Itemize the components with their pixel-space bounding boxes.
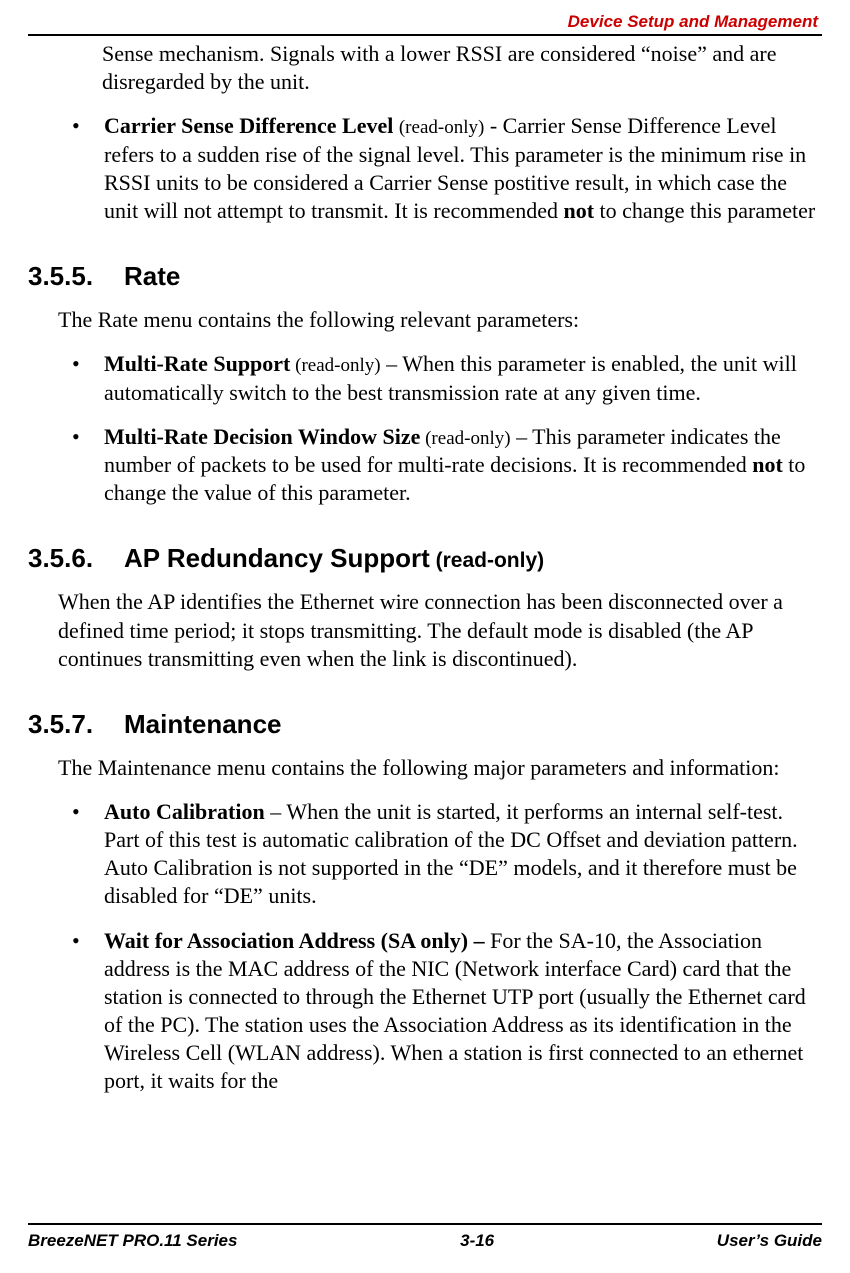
heading-number: 3.5.7. bbox=[28, 709, 124, 740]
section-paragraph: When the AP identifies the Ethernet wire… bbox=[58, 588, 816, 672]
list-item: Wait for Association Address (SA only) –… bbox=[68, 927, 816, 1096]
term: Carrier Sense Difference Level bbox=[104, 113, 393, 138]
footer-left: BreezeNET PRO.11 Series bbox=[28, 1231, 237, 1251]
term: Multi-Rate Support bbox=[104, 351, 290, 376]
readonly-tag: (read-only) bbox=[430, 549, 544, 572]
list-item: Auto Calibration – When the unit is star… bbox=[68, 798, 816, 911]
text: to change this parameter bbox=[594, 198, 815, 223]
page-footer: BreezeNET PRO.11 Series 3-16 User’s Guid… bbox=[28, 1231, 822, 1251]
section-intro: The Rate menu contains the following rel… bbox=[58, 306, 816, 334]
list-item: Multi-Rate Decision Window Size (read-on… bbox=[68, 423, 816, 508]
list-item: Carrier Sense Difference Level (read-onl… bbox=[68, 112, 816, 225]
heading-number: 3.5.6. bbox=[28, 543, 124, 574]
section-heading-rate: 3.5.5.Rate bbox=[28, 261, 822, 292]
not-emphasis: not bbox=[563, 198, 594, 223]
term: Multi-Rate Decision Window Size bbox=[104, 424, 420, 449]
section-heading-apred: 3.5.6.AP Redundancy Support (read-only) bbox=[28, 543, 822, 574]
readonly-tag: (read-only) bbox=[290, 355, 380, 376]
footer-right: User’s Guide bbox=[717, 1231, 822, 1251]
term: Auto Calibration bbox=[104, 799, 265, 824]
continuation-paragraph: Sense mechanism. Signals with a lower RS… bbox=[102, 40, 816, 96]
header-rule bbox=[28, 34, 822, 36]
content-area: Sense mechanism. Signals with a lower RS… bbox=[28, 40, 822, 1213]
heading-number: 3.5.5. bbox=[28, 261, 124, 292]
separator: - bbox=[484, 113, 502, 138]
footer-rule bbox=[28, 1223, 822, 1225]
bullet-list-carrier: Carrier Sense Difference Level (read-onl… bbox=[68, 112, 816, 225]
page-header: Device Setup and Management bbox=[568, 12, 818, 32]
heading-title: Maintenance bbox=[124, 709, 282, 739]
bullet-list-maintenance: Auto Calibration – When the unit is star… bbox=[68, 798, 816, 1096]
section-intro: The Maintenance menu contains the follow… bbox=[58, 754, 816, 782]
footer-center: 3-16 bbox=[237, 1231, 716, 1251]
list-item: Multi-Rate Support (read-only) – When th… bbox=[68, 350, 816, 406]
heading-title: Rate bbox=[124, 261, 180, 291]
term: Wait for Association Address (SA only) – bbox=[104, 928, 490, 953]
bullet-list-rate: Multi-Rate Support (read-only) – When th… bbox=[68, 350, 816, 507]
not-emphasis: not bbox=[752, 452, 783, 477]
readonly-tag: (read-only) bbox=[420, 428, 510, 449]
heading-title: AP Redundancy Support bbox=[124, 543, 430, 573]
readonly-tag: (read-only) bbox=[399, 117, 484, 138]
section-heading-maintenance: 3.5.7.Maintenance bbox=[28, 709, 822, 740]
